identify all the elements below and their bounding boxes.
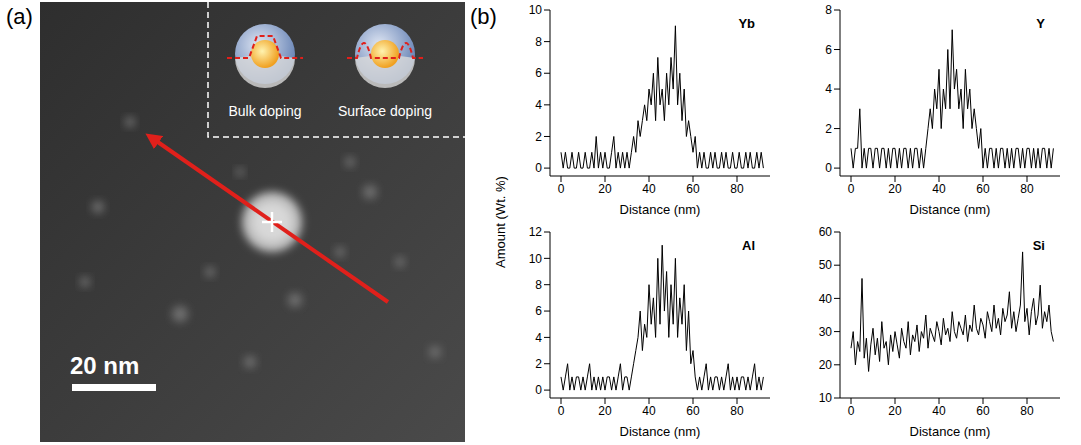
html-text:Y: Y	[1036, 16, 1045, 31]
svg-text:8: 8	[825, 3, 832, 17]
svg-text:0: 0	[535, 383, 542, 397]
svg-text:Bulk doping: Bulk doping	[228, 103, 301, 119]
html-text:(b): (b)	[470, 4, 497, 29]
svg-text:20 nm: 20 nm	[70, 352, 139, 379]
svg-text:20: 20	[598, 404, 612, 418]
svg-text:4: 4	[535, 98, 542, 112]
svg-text:60: 60	[819, 225, 833, 239]
svg-text:2: 2	[825, 122, 832, 136]
svg-text:30: 30	[819, 325, 833, 339]
html-text:Al: Al	[742, 238, 755, 253]
svg-text:4: 4	[825, 82, 832, 96]
svg-text:10: 10	[819, 391, 833, 405]
svg-text:20: 20	[598, 182, 612, 196]
svg-text:0: 0	[848, 404, 855, 418]
svg-text:6: 6	[825, 43, 832, 57]
svg-text:Distance (nm): Distance (nm)	[620, 202, 701, 217]
svg-text:12: 12	[529, 225, 543, 239]
svg-text:80: 80	[1020, 404, 1034, 418]
svg-text:50: 50	[819, 258, 833, 272]
svg-text:20: 20	[888, 404, 902, 418]
svg-text:40: 40	[932, 404, 946, 418]
svg-text:8: 8	[535, 35, 542, 49]
svg-text:6: 6	[535, 304, 542, 318]
svg-text:10: 10	[529, 252, 543, 266]
svg-text:4: 4	[535, 331, 542, 345]
svg-text:2: 2	[535, 130, 542, 144]
svg-text:0: 0	[558, 182, 565, 196]
svg-text:0: 0	[558, 404, 565, 418]
svg-text:6: 6	[535, 66, 542, 80]
svg-text:40: 40	[819, 292, 833, 306]
svg-text:40: 40	[642, 404, 656, 418]
svg-text:80: 80	[1020, 182, 1034, 196]
svg-text:80: 80	[730, 404, 744, 418]
svg-text:40: 40	[642, 182, 656, 196]
svg-text:0: 0	[535, 161, 542, 175]
svg-text:Distance (nm): Distance (nm)	[910, 202, 991, 217]
svg-text:8: 8	[535, 278, 542, 292]
svg-text:80: 80	[730, 182, 744, 196]
svg-text:Surface doping: Surface doping	[338, 103, 432, 119]
svg-text:2: 2	[535, 357, 542, 371]
html-text:Yb: Yb	[738, 16, 755, 31]
html-text:Amount (Wt. %): Amount (Wt. %)	[492, 176, 508, 268]
svg-text:Distance (nm): Distance (nm)	[620, 424, 701, 439]
svg-text:10: 10	[529, 3, 543, 17]
svg-text:20: 20	[819, 358, 833, 372]
svg-text:0: 0	[825, 161, 832, 175]
html-text:Si: Si	[1032, 238, 1045, 253]
svg-text:60: 60	[686, 404, 700, 418]
svg-text:Distance (nm): Distance (nm)	[910, 424, 991, 439]
svg-text:60: 60	[686, 182, 700, 196]
html-text:(a): (a)	[6, 4, 33, 29]
svg-text:60: 60	[976, 182, 990, 196]
svg-text:0: 0	[848, 182, 855, 196]
svg-text:20: 20	[888, 182, 902, 196]
svg-text:40: 40	[932, 182, 946, 196]
svg-text:60: 60	[976, 404, 990, 418]
